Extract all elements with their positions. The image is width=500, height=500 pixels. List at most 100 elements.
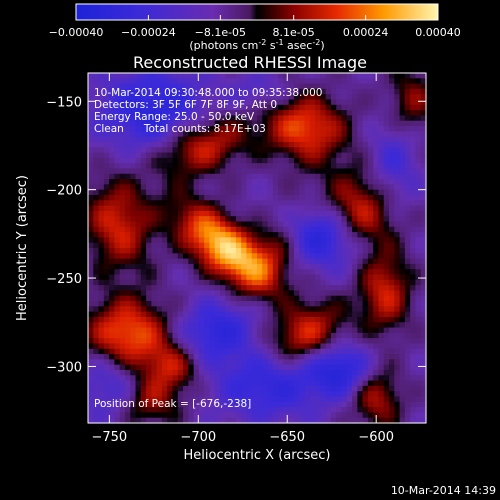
heatmap-cell [167, 152, 174, 159]
heatmap-cell [404, 210, 411, 217]
heatmap-cell [336, 126, 343, 132]
heatmap-cell [135, 210, 142, 217]
heatmap-cell [410, 380, 417, 387]
heatmap-cell [373, 322, 380, 329]
heatmap-cell [394, 78, 401, 85]
heatmap-cell [130, 311, 137, 318]
heatmap-cell [352, 322, 358, 329]
heatmap-cell [304, 94, 311, 101]
heatmap-cell [135, 232, 142, 238]
heatmap-cell [267, 157, 274, 164]
heatmap-cell [367, 221, 374, 228]
heatmap-cell [304, 189, 311, 196]
heatmap-cell [93, 364, 100, 371]
heatmap-cell [188, 348, 195, 355]
heatmap-cell [325, 115, 332, 122]
heatmap-cell [373, 216, 380, 223]
heatmap-cell [225, 226, 232, 233]
heatmap-cell [346, 157, 353, 164]
heatmap-cell [320, 179, 327, 185]
heatmap-cell [283, 168, 290, 175]
heatmap-cell [272, 322, 279, 329]
heatmap-cell [146, 136, 152, 143]
heatmap-cell [394, 115, 401, 122]
heatmap-cell [267, 194, 274, 201]
heatmap-cell [399, 407, 406, 413]
heatmap-cell [220, 83, 226, 90]
heatmap-cell [257, 401, 263, 408]
heatmap-cell [177, 210, 184, 217]
heatmap-cell [373, 194, 380, 201]
heatmap-cell [362, 83, 369, 90]
heatmap-cell [299, 263, 306, 270]
heatmap-cell [161, 407, 168, 413]
heatmap-cell [378, 343, 385, 350]
heatmap-cell [336, 104, 343, 111]
heatmap-cell [346, 94, 353, 101]
heatmap-cell [309, 232, 316, 238]
heatmap-cell [119, 338, 126, 345]
heatmap-cell [93, 354, 100, 360]
heatmap-cell [124, 311, 131, 318]
heatmap-cell [188, 147, 195, 154]
heatmap-cell [151, 359, 158, 366]
heatmap-cell [341, 179, 348, 185]
heatmap-cell [383, 173, 390, 180]
heatmap-cell [389, 385, 395, 392]
heatmap-cell [420, 279, 427, 286]
heatmap-cell [399, 126, 406, 132]
heatmap-cell [315, 115, 321, 122]
heatmap-cell [341, 216, 348, 223]
heatmap-cell [304, 147, 311, 154]
heatmap-cell [130, 375, 137, 382]
heatmap-cell [283, 73, 290, 79]
heatmap-cell [220, 163, 226, 170]
heatmap-cell [172, 269, 179, 276]
heatmap-cell [98, 163, 105, 170]
heatmap-cell [230, 316, 237, 323]
heatmap-cell [352, 316, 358, 323]
heatmap-cell [119, 401, 126, 408]
heatmap-cell [109, 131, 116, 138]
heatmap-cell [373, 232, 380, 238]
heatmap-cell [362, 295, 369, 302]
heatmap-cell [373, 147, 380, 154]
heatmap-cell [204, 168, 211, 175]
heatmap-cell [241, 152, 248, 159]
heatmap-cell [88, 152, 94, 159]
heatmap-cell [167, 391, 174, 398]
heatmap-cell [362, 136, 369, 143]
heatmap-cell [103, 184, 110, 191]
heatmap-cell [88, 141, 94, 148]
heatmap-cell [183, 157, 189, 164]
heatmap-cell [204, 126, 211, 132]
heatmap-cell [410, 115, 417, 122]
heatmap-cell [251, 279, 258, 286]
heatmap-cell [130, 216, 137, 223]
heatmap-cell [103, 248, 110, 254]
heatmap-cell [135, 364, 142, 371]
heatmap-cell [420, 136, 427, 143]
heatmap-cell [330, 338, 337, 345]
heatmap-cell [383, 327, 390, 334]
heatmap-cell [220, 375, 226, 382]
heatmap-cell [251, 147, 258, 154]
heatmap-cell [183, 311, 189, 318]
heatmap-cell [193, 120, 200, 127]
heatmap-cell [278, 385, 285, 392]
heatmap-cell [177, 417, 184, 424]
heatmap-cell [183, 274, 189, 281]
heatmap-cell [288, 152, 295, 159]
heatmap-cell [394, 232, 401, 238]
heatmap-cell [309, 83, 316, 90]
heatmap-cell [383, 163, 390, 170]
heatmap-cell [362, 210, 369, 217]
heatmap-cell [220, 173, 226, 180]
heatmap-cell [293, 88, 300, 95]
heatmap-cell [293, 237, 300, 244]
heatmap-cell [151, 152, 158, 159]
heatmap-cell [288, 189, 295, 196]
heatmap-cell [193, 83, 200, 90]
heatmap-cell [146, 396, 152, 403]
heatmap-cell [177, 147, 184, 154]
